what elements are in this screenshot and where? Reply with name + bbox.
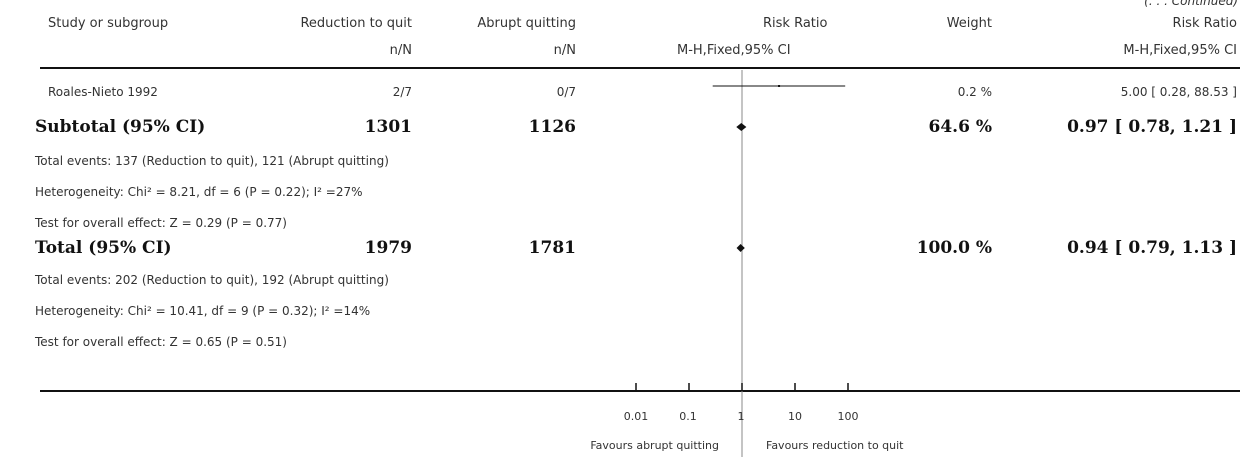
total-overall-effect: Test for overall effect: Z = 0.65 (P = 0… [35, 335, 287, 349]
study-weight: 0.2 % [957, 85, 992, 99]
subtotal-events: Total events: 137 (Reduction to quit), 1… [35, 154, 389, 168]
subtotal-label: Subtotal (95% CI) [35, 117, 206, 137]
continued-note: (. . . Continued) [1144, 0, 1238, 8]
header-study: Study or subgroup [48, 16, 169, 31]
header-method: M-H,Fixed,95% CI [677, 43, 791, 58]
favours-right-label: Favours reduction to quit [766, 439, 904, 452]
subtotal-weight: 64.6 % [928, 117, 992, 137]
pooled-diamond-1 [736, 123, 747, 131]
study-g1: 2/7 [392, 85, 412, 99]
pooled-diamond-2 [736, 244, 745, 252]
header-weight: Weight [946, 16, 992, 31]
subtotal-n2: 1126 [528, 117, 576, 137]
total-events: Total events: 202 (Reduction to quit), 1… [35, 273, 389, 287]
header-risk-ratio-2: Risk Ratio [1172, 16, 1237, 31]
study-ci-text: 5.00 [ 0.28, 88.53 ] [1120, 85, 1237, 99]
header-n2: n/N [553, 43, 576, 58]
header-group2: Abrupt quitting [477, 16, 576, 31]
tick-label-1: 0.1 [679, 410, 697, 423]
subtotal-ci-text: 0.97 [ 0.78, 1.21 ] [1067, 117, 1237, 137]
tick-label-0: 0.01 [623, 410, 649, 423]
total-label: Total (95% CI) [35, 238, 172, 258]
header-n1: n/N [389, 43, 412, 58]
point-estimate-0 [778, 85, 781, 87]
total-heterogeneity: Heterogeneity: Chi² = 10.41, df = 9 (P =… [35, 304, 371, 318]
tick-label-2: 1 [737, 410, 745, 423]
tick-label-4: 100 [837, 410, 859, 423]
subtotal-heterogeneity: Heterogeneity: Chi² = 8.21, df = 6 (P = … [35, 185, 363, 199]
bottom-rule [40, 390, 1240, 392]
favours-left-label: Favours abrupt quitting [590, 439, 719, 452]
total-ci-text: 0.94 [ 0.79, 1.13 ] [1067, 238, 1237, 258]
subtotal-overall-effect: Test for overall effect: Z = 0.29 (P = 0… [35, 216, 287, 230]
header-group1: Reduction to quit [300, 16, 412, 31]
study-g2: 0/7 [556, 85, 576, 99]
total-weight: 100.0 % [916, 238, 992, 258]
study-name: Roales-Nieto 1992 [48, 85, 158, 99]
header-rule [40, 67, 1240, 69]
subtotal-n1: 1301 [364, 117, 412, 137]
tick-label-3: 10 [788, 410, 802, 423]
total-n1: 1979 [364, 238, 412, 258]
header-risk-ratio: Risk Ratio [763, 16, 828, 31]
total-n2: 1781 [528, 238, 576, 258]
header-method-2: M-H,Fixed,95% CI [1123, 43, 1237, 58]
